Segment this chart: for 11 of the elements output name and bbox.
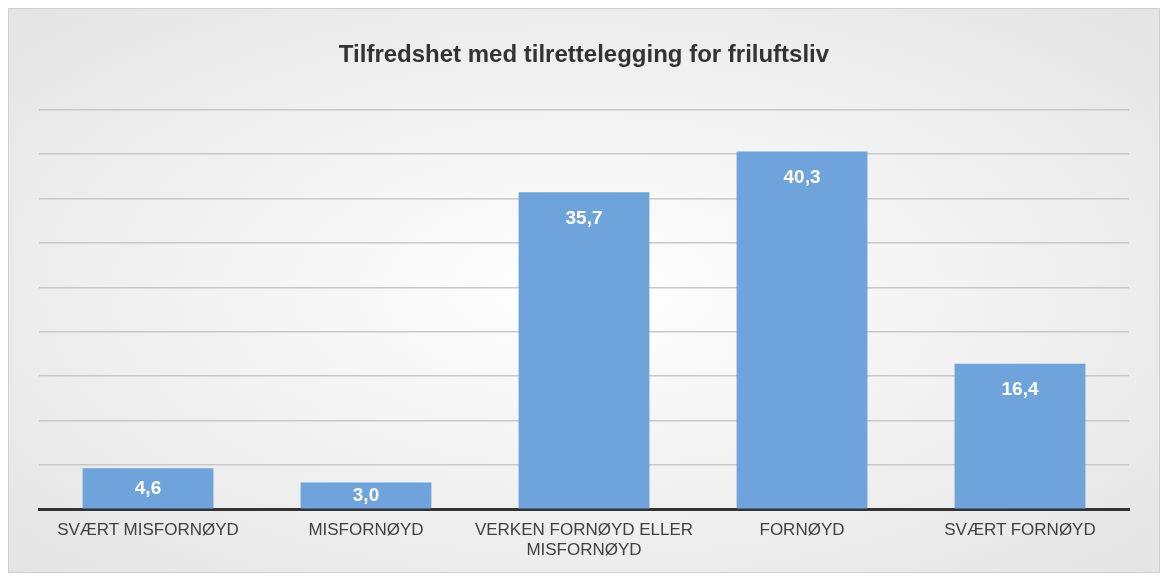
chart-title: Tilfredshet med tilrettelegging for friluftsliv (338, 40, 830, 68)
x-tick-label: SVÆRT FORNØYD (944, 520, 1096, 540)
x-tick-label: VERKEN FORNØYD ELLER MISFORNØYD (474, 520, 694, 560)
data-label: 4,6 (134, 476, 162, 498)
data-label: 16,4 (1001, 377, 1039, 399)
data-label: 35,7 (565, 206, 603, 228)
x-tick-label: MISFORNØYD (308, 520, 424, 540)
data-label: 3,0 (352, 483, 380, 505)
x-tick-label: FORNØYD (759, 520, 845, 540)
data-label: 40,3 (783, 165, 821, 187)
x-tick-label: SVÆRT MISFORNØYD (57, 520, 239, 540)
